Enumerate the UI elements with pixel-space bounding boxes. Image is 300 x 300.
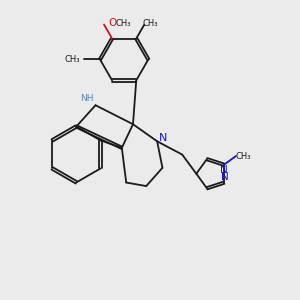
Text: NH: NH xyxy=(80,94,94,103)
Text: CH₃: CH₃ xyxy=(65,55,80,64)
Text: CH₃: CH₃ xyxy=(116,19,131,28)
Text: CH₃: CH₃ xyxy=(142,19,158,28)
Text: N: N xyxy=(221,172,229,182)
Text: N: N xyxy=(159,134,167,143)
Text: N: N xyxy=(220,165,227,175)
Text: CH₃: CH₃ xyxy=(236,152,251,160)
Text: O: O xyxy=(108,18,116,28)
